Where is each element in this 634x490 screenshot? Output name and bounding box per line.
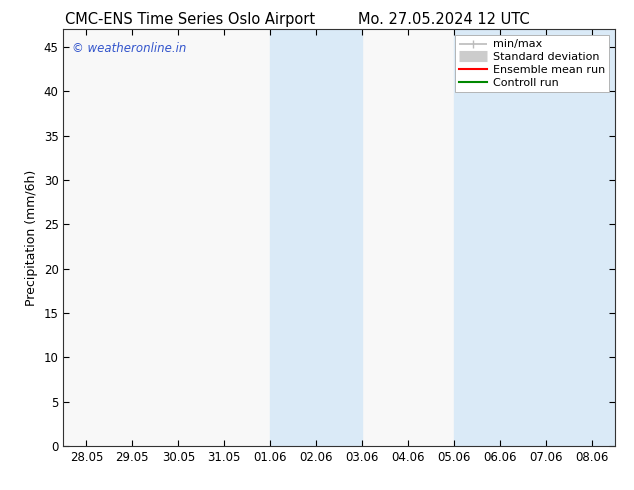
- Text: CMC-ENS Time Series Oslo Airport: CMC-ENS Time Series Oslo Airport: [65, 12, 315, 27]
- Y-axis label: Precipitation (mm/6h): Precipitation (mm/6h): [25, 170, 38, 306]
- Bar: [270, 29, 362, 446]
- Bar: [454, 29, 615, 446]
- Text: Mo. 27.05.2024 12 UTC: Mo. 27.05.2024 12 UTC: [358, 12, 529, 27]
- Text: © weatheronline.in: © weatheronline.in: [72, 42, 186, 55]
- Legend: min/max, Standard deviation, Ensemble mean run, Controll run: min/max, Standard deviation, Ensemble me…: [455, 35, 609, 92]
